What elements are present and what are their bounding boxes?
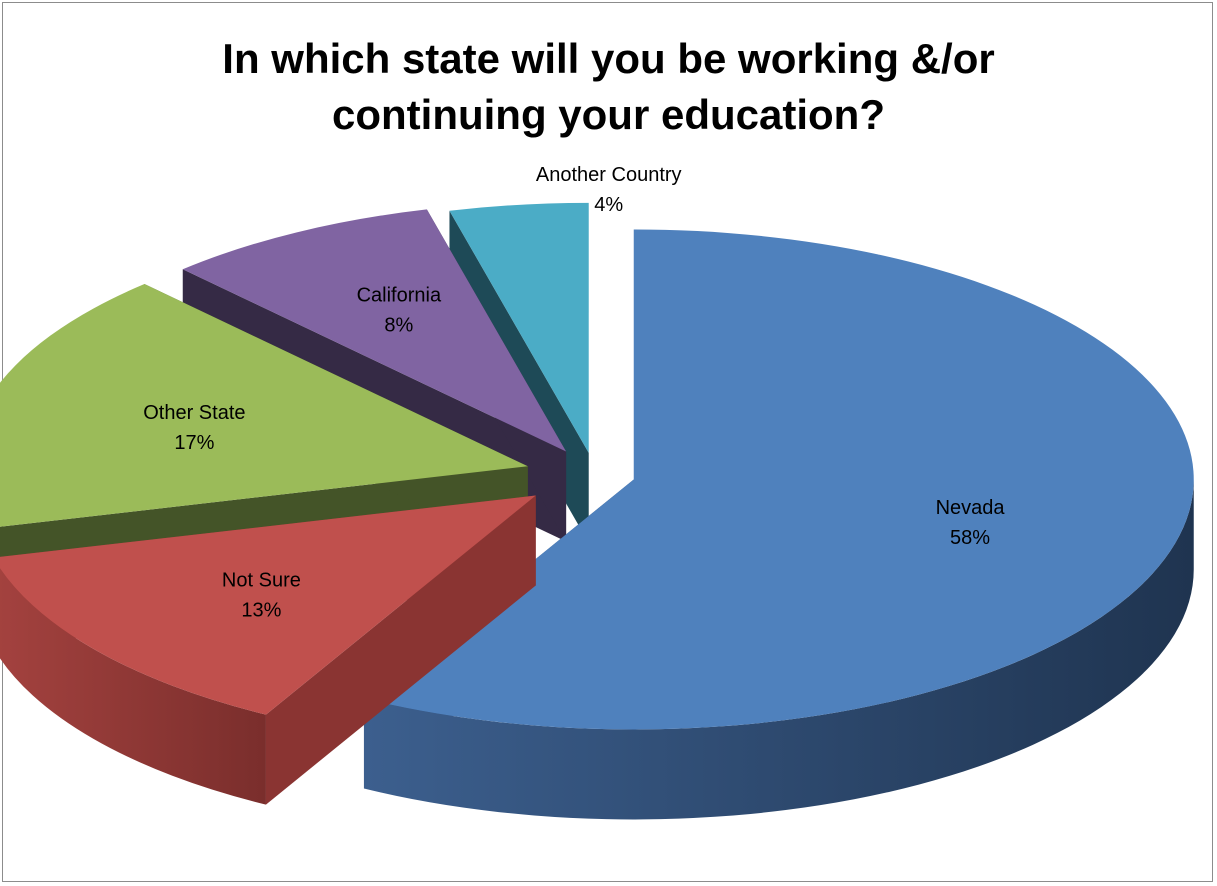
slice-other-state-top xyxy=(0,284,528,527)
chart-title: In which state will you be working &/or … xyxy=(3,31,1214,143)
slice-label-california: California xyxy=(357,285,442,307)
chart-title-line-2: continuing your education? xyxy=(332,91,885,138)
slice-nevada xyxy=(363,229,1194,820)
slice-not-sure-top xyxy=(0,495,536,715)
slice-label-nevada: Nevada xyxy=(936,497,1006,519)
slice-nevada-outer-wall-1 xyxy=(363,479,1194,820)
slice-label-not-sure: Not Sure xyxy=(222,570,301,592)
slice-not-sure-outer-wall-1 xyxy=(0,568,266,805)
slice-percent-another-country: 4% xyxy=(594,194,623,216)
slice-not-sure xyxy=(0,495,536,805)
slice-california-top xyxy=(182,209,567,452)
slice-nevada-top xyxy=(363,229,1194,730)
slice-percent-not-sure: 13% xyxy=(241,600,281,622)
slice-label-another-country: Another Country xyxy=(536,164,682,186)
chart-title-line-1: In which state will you be working &/or xyxy=(222,35,995,82)
slice-percent-california: 8% xyxy=(384,315,413,337)
slice-another-country-top xyxy=(449,202,589,453)
slice-label-other-state: Other State xyxy=(143,402,245,424)
slice-percent-other-state: 17% xyxy=(174,432,214,454)
slice-percent-nevada: 58% xyxy=(950,527,990,549)
